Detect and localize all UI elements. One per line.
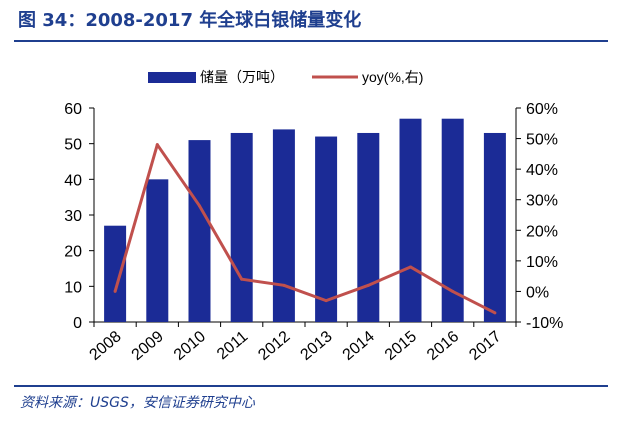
legend: 储量（万吨） yoy(%,右) (148, 69, 423, 85)
yoy-point (409, 265, 412, 269)
yoy-point (113, 289, 117, 293)
y-left-tick-label: 10 (64, 279, 82, 296)
y-left-tick-label: 50 (64, 137, 82, 154)
bar (315, 136, 338, 322)
bars (104, 118, 506, 322)
y-right-tick-label: 50% (526, 132, 558, 149)
source-rule (14, 385, 608, 387)
title-rule (14, 40, 608, 42)
y-left-tick-label: 60 (64, 101, 82, 118)
yoy-point (324, 299, 328, 303)
y-right-tick-label: 40% (526, 162, 558, 179)
yoy-point (198, 204, 201, 208)
yoy-point (366, 283, 370, 287)
x-tick-label: 2015 (382, 328, 420, 364)
y-left-tick-label: 40 (64, 172, 82, 189)
y-left-tick-label: 30 (64, 208, 82, 225)
bar (230, 132, 253, 322)
legend-bar-swatch (148, 72, 196, 83)
x-tick-label: 2017 (466, 328, 504, 364)
chart: 储量（万吨） yoy(%,右) 0 10 20 30 40 50 60 -10% 0% 10% 20… (64, 69, 563, 364)
figure-title: 图 34：2008-2017 年全球白银储量变化 (18, 10, 362, 31)
x-tick-label: 2014 (340, 328, 378, 364)
y-left-tick-label: 0 (73, 315, 82, 332)
yoy-point (240, 277, 244, 281)
bar (146, 179, 169, 322)
y-right-tick-label: 20% (526, 223, 558, 240)
x-tick-label: 2012 (255, 328, 293, 364)
source-note: 资料来源：USGS，安信证券研究中心 (20, 395, 255, 411)
bar (272, 129, 295, 322)
y-left-tick-label: 20 (64, 244, 82, 261)
yoy-line-series (113, 143, 497, 315)
x-tick-label: 2009 (129, 328, 167, 364)
x-tick-label: 2008 (86, 328, 124, 364)
y-right-tick-label: 10% (526, 254, 558, 271)
bar (483, 132, 506, 322)
bar (357, 132, 380, 322)
yoy-point (493, 311, 497, 315)
legend-bar-label: 储量（万吨） (200, 69, 284, 85)
yoy-point (451, 289, 455, 293)
bar (441, 118, 464, 322)
yoy-point (155, 143, 159, 147)
y-right-tick-label: 0% (526, 284, 549, 301)
x-tick-label: 2011 (214, 328, 251, 363)
legend-line-label: yoy(%,右) (362, 69, 423, 85)
y-right-tick-label: 60% (526, 101, 558, 118)
x-tick-label: 2010 (171, 328, 209, 364)
bar (399, 118, 422, 322)
yoy-line (113, 143, 496, 315)
bar (188, 140, 211, 322)
y-right-tick-label: 30% (526, 193, 558, 210)
x-tick-label: 2016 (424, 328, 462, 364)
x-tick-label: 2013 (297, 328, 335, 364)
y-right-tick-label: -10% (526, 315, 563, 332)
yoy-point (282, 283, 286, 287)
bar (104, 225, 127, 322)
